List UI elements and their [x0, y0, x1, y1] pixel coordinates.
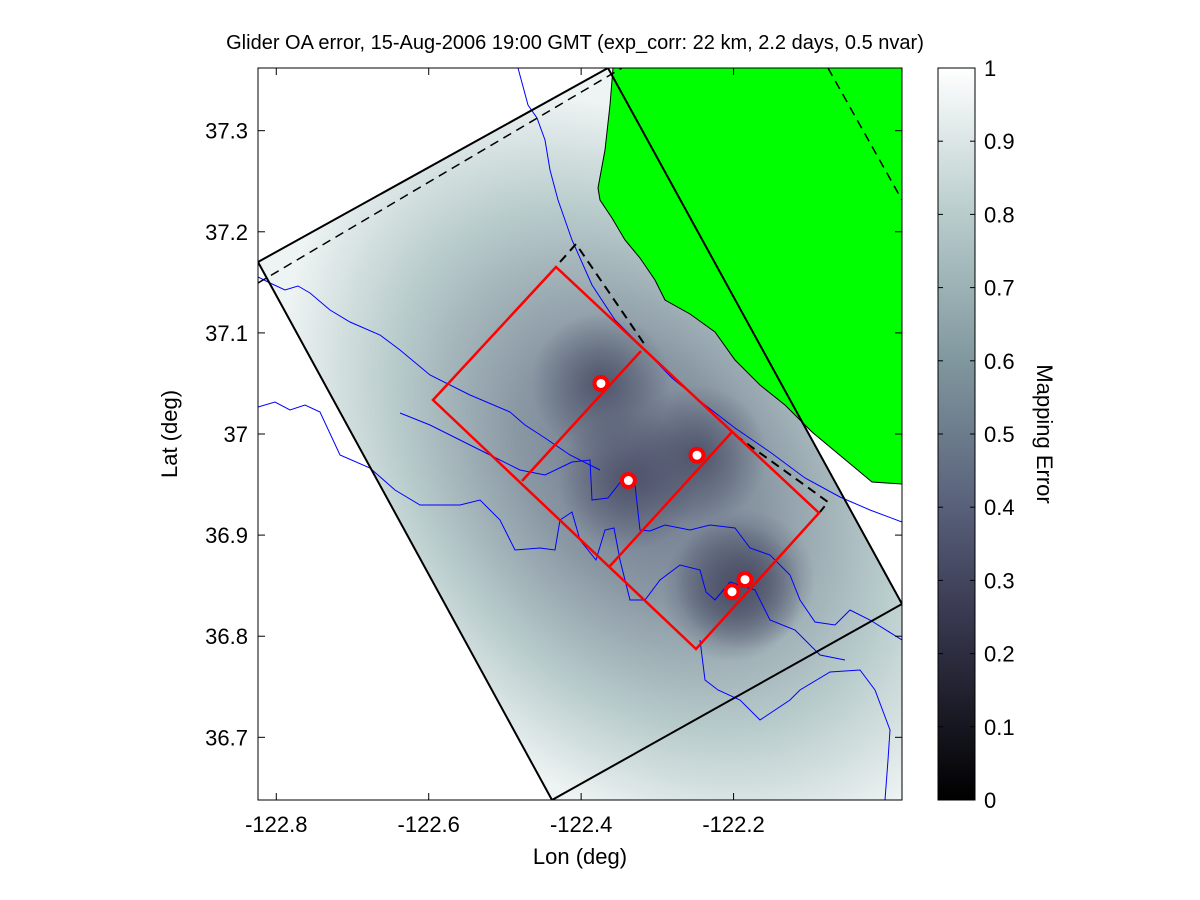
- domain-outline: [258, 68, 902, 800]
- colorbar-tick-label: 0.4: [984, 495, 1015, 520]
- y-tick-label: 37: [224, 422, 248, 447]
- map-area: [258, 68, 902, 800]
- colorbar-tick-label: 0.6: [984, 349, 1015, 374]
- y-tick-label: 36.8: [205, 624, 248, 649]
- y-axis: 36.7 36.8 36.9 37 37.1 37.2 37.3: [205, 119, 902, 750]
- colorbar: [937, 67, 976, 801]
- glider-marker: [688, 446, 706, 464]
- x-tick-label: -122.8: [245, 812, 307, 837]
- colorbar-label: Mapping Error: [1032, 364, 1057, 503]
- colorbar-ticks: 0 0.1 0.2 0.3 0.4 0.5 0.6 0.7 0.8 0.9 1: [938, 56, 1015, 813]
- colorbar-tick-label: 0.2: [984, 642, 1015, 667]
- colorbar-tick-label: 0: [984, 788, 996, 813]
- x-axis-label: Lon (deg): [533, 844, 627, 869]
- glider-marker: [592, 374, 610, 392]
- x-tick-label: -122.2: [702, 812, 764, 837]
- colorbar-tick-label: 0.1: [984, 715, 1015, 740]
- y-tick-label: 36.9: [205, 523, 248, 548]
- chart-title: Glider OA error, 15-Aug-2006 19:00 GMT (…: [226, 32, 924, 54]
- colorbar-tick-label: 0.3: [984, 568, 1015, 593]
- coastlines: [258, 68, 902, 800]
- y-tick-label: 37.3: [205, 119, 248, 144]
- glider-marker: [736, 571, 754, 589]
- x-axis: -122.8 -122.6 -122.4 -122.2: [245, 68, 765, 837]
- land-area: [597, 68, 902, 485]
- y-axis-label: Lat (deg): [157, 390, 182, 478]
- y-tick-label: 37.2: [205, 220, 248, 245]
- x-tick-label: -122.4: [550, 812, 612, 837]
- glider-marker: [619, 472, 637, 490]
- colorbar-tick-label: 0.9: [984, 129, 1015, 154]
- colorbar-tick-label: 0.7: [984, 276, 1015, 301]
- sampling-boxes: [431, 265, 821, 651]
- x-tick-label: -122.6: [398, 812, 460, 837]
- colorbar-tick-label: 0.8: [984, 202, 1015, 227]
- colorbar-tick-label: 1: [984, 56, 996, 81]
- y-tick-label: 37.1: [205, 321, 248, 346]
- glider-markers: [592, 374, 754, 601]
- glider-marker: [723, 583, 741, 601]
- y-tick-label: 36.7: [205, 725, 248, 750]
- colorbar-tick-label: 0.5: [984, 422, 1015, 447]
